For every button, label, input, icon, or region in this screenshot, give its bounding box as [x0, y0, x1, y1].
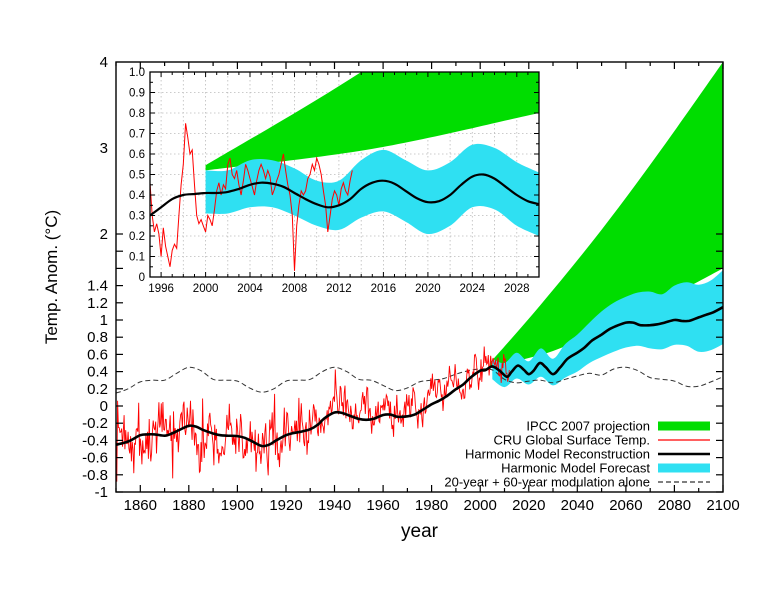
- main-x-tick-label: 1980: [415, 497, 448, 514]
- main-x-tick-label: 2040: [561, 497, 594, 514]
- harmonic-model-line: [116, 305, 723, 448]
- main-y-tick-label: -0.6: [82, 450, 108, 467]
- main-y-tick-label: 0.2: [87, 381, 108, 398]
- inset-x-tick-label: 2024: [460, 283, 486, 295]
- inset-y-tick-label: 0.1: [129, 252, 145, 264]
- inset-y-tick-label: 0.5: [129, 170, 145, 182]
- main-y-tick-label: 0.6: [87, 346, 108, 363]
- legend-label: Harmonic Model Forecast: [501, 461, 650, 476]
- legend-label: Harmonic Model Reconstruction: [465, 447, 650, 462]
- main-plot-border: [115, 61, 724, 493]
- legend-swatch-cyan-box: [658, 463, 710, 473]
- main-x-tick-label: 1900: [221, 497, 254, 514]
- inset-y-tick-label: 0.6: [129, 149, 145, 161]
- main-y-tick-label: -1: [95, 484, 108, 501]
- main-x-tick-label: 2080: [658, 497, 691, 514]
- main-y-tick-label: -0.2: [82, 415, 108, 432]
- main-x-tick-label: 1940: [318, 497, 351, 514]
- legend-swatch-green-box: [658, 421, 710, 431]
- inset-y-tick-label: 0.8: [129, 108, 145, 120]
- main-x-tick-label: 2020: [512, 497, 545, 514]
- inset-y-tick-label: 0.7: [129, 129, 145, 141]
- main-y-tick-label: 1.4: [87, 278, 108, 295]
- inset-y-tick-label: 0.3: [129, 211, 145, 223]
- inset-x-tick-label: 2000: [193, 283, 219, 295]
- legend-label: IPCC 2007 projection: [526, 419, 650, 434]
- main-y-tick-label: 1: [100, 312, 108, 329]
- inset-y-tick-label: 0: [139, 272, 145, 284]
- inset-harmonic-forecast-band: [205, 143, 539, 236]
- main-series-layer: [116, 62, 723, 482]
- inset-axes: 1996 2000 2004 2008 2012 2016 2020 2024 2028 0 0.1…: [129, 67, 540, 295]
- inset-x-tick-label: 2028: [504, 283, 530, 295]
- main-y-tick-label: 0.8: [87, 329, 108, 346]
- legend-label: CRU Global Surface Temp.: [493, 433, 650, 448]
- inset-chart: 1996 2000 2004 2008 2012 2016 2020 2024 2028 0 0.1…: [129, 67, 540, 295]
- inset-x-tick-label: 2020: [415, 283, 441, 295]
- inset-x-tick-label: 1996: [148, 283, 174, 295]
- main-x-tick-label: 1860: [124, 497, 157, 514]
- inset-cru-temperature-line: [150, 123, 353, 271]
- main-x-tick-label: 1880: [172, 497, 205, 514]
- main-y-tick-label: -0.4: [82, 432, 108, 449]
- inset-x-tick-label: 2016: [371, 283, 397, 295]
- main-axes: 1860 1880 1900 1920 1940 1960 1980 2000 2020 2040…: [82, 54, 740, 514]
- inset-x-tick-label: 2012: [326, 283, 352, 295]
- inset-y-tick-label: 0.4: [129, 190, 146, 202]
- main-x-tick-label: 2060: [609, 497, 642, 514]
- main-x-tick-label: 1960: [366, 497, 399, 514]
- main-chart: 1860 1880 1900 1920 1940 1960 1980 2000 2020 2040…: [42, 54, 740, 542]
- harmonic-forecast-band: [492, 270, 723, 388]
- y-axis-title: Temp. Anom. (°C): [42, 210, 61, 344]
- inset-series-layer: [150, 72, 539, 271]
- inset-harmonic-model-line: [150, 173, 539, 217]
- main-x-tick-label: 1920: [269, 497, 302, 514]
- main-y-tick-label: 0: [100, 398, 108, 415]
- main-x-tick-label: 2100: [706, 497, 739, 514]
- x-axis-title: year: [401, 521, 439, 542]
- inset-y-tick-label: 0.9: [129, 88, 145, 100]
- cru-temperature-line: [116, 346, 510, 482]
- main-y-tick-label: 0.4: [87, 364, 108, 381]
- inset-y-tick-label: 1.0: [129, 67, 145, 79]
- inset-y-tick-label: 0.2: [129, 231, 145, 243]
- main-x-tick-label: 2000: [464, 497, 497, 514]
- main-y-tick-label: 1.2: [87, 295, 108, 312]
- ipcc-projection-band: [489, 62, 723, 367]
- main-y-tick-label: -0.8: [82, 467, 108, 484]
- main-y-tick-label: 2: [100, 226, 108, 243]
- main-y-tick-label: 3: [100, 140, 108, 157]
- inset-x-tick-label: 2008: [282, 283, 308, 295]
- inset-ipcc-projection-band: [205, 72, 539, 171]
- main-y-tick-label: 4: [100, 54, 108, 71]
- modulation-dashed-line: [116, 366, 723, 394]
- inset-x-tick-label: 2004: [237, 283, 263, 295]
- legend-label: 20-year + 60-year modulation alone: [444, 475, 650, 490]
